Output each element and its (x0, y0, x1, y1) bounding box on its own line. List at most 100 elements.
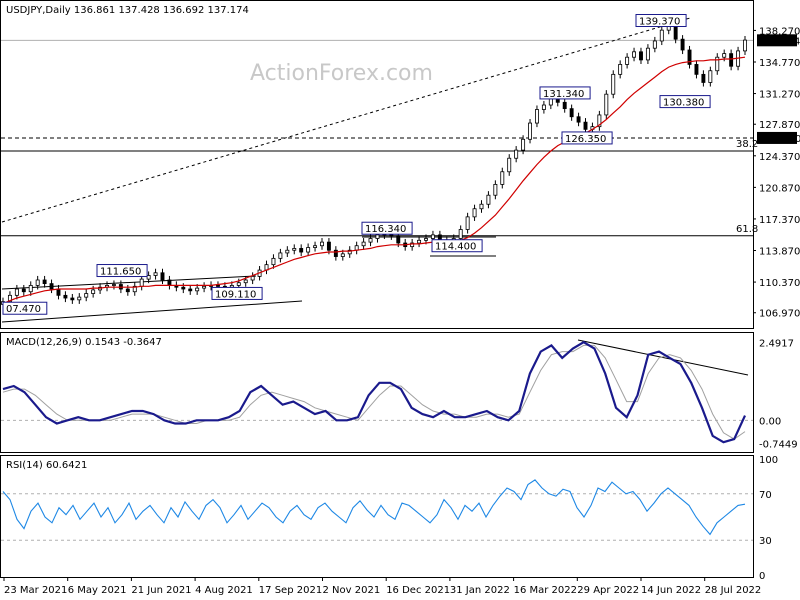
candle-body (132, 285, 137, 293)
candle-body (299, 248, 304, 253)
candle-body (278, 252, 283, 259)
annotation-box (361, 221, 413, 235)
macd-line (2, 340, 746, 444)
price-annotations: 139.370 131.340 126.350 130.380 116.340 114.4… (2, 14, 711, 315)
price-tick-label: 120.870 (759, 183, 800, 194)
candle-body (583, 121, 588, 130)
candle-body (167, 279, 172, 286)
candle-body (652, 40, 657, 49)
candle-body (188, 288, 193, 292)
candle-body (139, 278, 144, 287)
annotation-label: 130.380 (663, 98, 704, 109)
price-y-axis: 138.270 134.770 131.270 127.870 124.370 120.8… (753, 26, 800, 320)
rsi-tick-label: 100 (759, 455, 778, 466)
candle-body (729, 53, 734, 67)
moving-average-line (2, 56, 746, 305)
candle-body (535, 109, 539, 124)
candle-body (507, 157, 512, 173)
candle-body (91, 289, 96, 294)
candle-body (243, 279, 248, 284)
candle-body (743, 39, 747, 52)
candle-body (562, 101, 567, 110)
candle-body (306, 247, 311, 253)
candle-body (604, 93, 609, 116)
x-tick-label: 16 Dec 2021 (386, 585, 450, 596)
rsi-panel (0, 455, 754, 578)
candle-body (687, 49, 692, 65)
last-price-bg (757, 34, 797, 47)
candle-body (28, 285, 33, 293)
last-price-label: 137.174 (759, 36, 800, 47)
channel-lower-line (1, 300, 303, 323)
candle-body (202, 285, 207, 289)
candle-body (340, 253, 345, 257)
candle-body (56, 288, 61, 296)
candle-body (368, 238, 373, 243)
x-tick-label: 28 Jul 2022 (705, 585, 762, 596)
annotation-box (539, 86, 591, 100)
annotation-box (96, 264, 148, 278)
x-tick-label: 2 Nov 2021 (323, 585, 381, 596)
candle-body (375, 234, 380, 239)
price-tick-label: 131.270 (759, 90, 800, 101)
candle-body (410, 242, 415, 248)
annotation-box (211, 286, 263, 300)
annotation-box (635, 14, 687, 28)
candle-body (708, 70, 713, 83)
candle-body (701, 73, 706, 83)
candle-body (42, 279, 47, 285)
price-panel (0, 0, 754, 329)
candle-body (49, 283, 54, 290)
last-price-tag: 137.174 (757, 34, 800, 47)
annotation-label: 07.470 (6, 304, 41, 315)
candle-body (285, 249, 290, 254)
candle-body (645, 47, 650, 61)
macd-panel-title: MACD(12,26,9) 0.1543 -0.3647 (6, 337, 162, 348)
level-label: 126.350 (760, 134, 800, 145)
candle-body (396, 235, 401, 244)
macd-panel (0, 332, 754, 453)
candle-body (181, 286, 186, 290)
price-tick-label: 138.270 (759, 26, 800, 37)
macd-resistance-line (577, 339, 749, 376)
price-tick-label: 124.370 (759, 152, 800, 163)
candle-body (486, 194, 491, 205)
annotation-box (2, 301, 48, 315)
x-tick-label: 14 Jun 2022 (641, 585, 701, 596)
x-tick-label: 31 Jan 2022 (450, 585, 510, 596)
candle-body (271, 257, 276, 266)
candle-body (500, 171, 505, 185)
candle-body (430, 234, 435, 239)
x-tick-label: 6 May 2021 (68, 585, 127, 596)
x-axis: 23 Mar 2021 6 May 2021 21 Jun 2021 4 Aug 20… (3, 577, 762, 596)
candle-body (597, 114, 602, 128)
candle-body (7, 294, 12, 303)
price-tick-label: 113.870 (759, 247, 800, 258)
annotation-label: 139.370 (639, 17, 680, 28)
annotation-box (659, 95, 711, 109)
annotation-box (431, 239, 483, 253)
x-tick-label: 16 Mar 2022 (514, 585, 577, 596)
candle-body (320, 241, 324, 247)
candle-body (618, 64, 623, 75)
candle-body (659, 29, 664, 42)
candle-body (639, 51, 643, 61)
candle-body (63, 294, 68, 299)
candle-body (111, 284, 116, 286)
candle-body (680, 38, 685, 51)
x-tick-label: 4 Aug 2021 (195, 585, 253, 596)
annotation-label: 109.110 (215, 289, 256, 300)
x-tick-label: 29 Apr 2022 (577, 585, 639, 596)
candle-body (514, 149, 519, 159)
candle-body (458, 229, 463, 239)
macd-y-axis: 2.4917 0.00 -0.7449 (1, 339, 798, 451)
candle-body (14, 288, 19, 296)
level-tag-bg (757, 131, 797, 144)
macd-tick-label: -0.7449 (759, 440, 798, 451)
macd-signal-line (2, 344, 746, 440)
candle-body (250, 275, 255, 281)
candle-body (21, 288, 26, 293)
price-tick-label: 110.370 (759, 278, 800, 289)
x-tick-label: 17 Sep 2021 (259, 585, 322, 596)
level-label: 61.8 (736, 224, 758, 235)
